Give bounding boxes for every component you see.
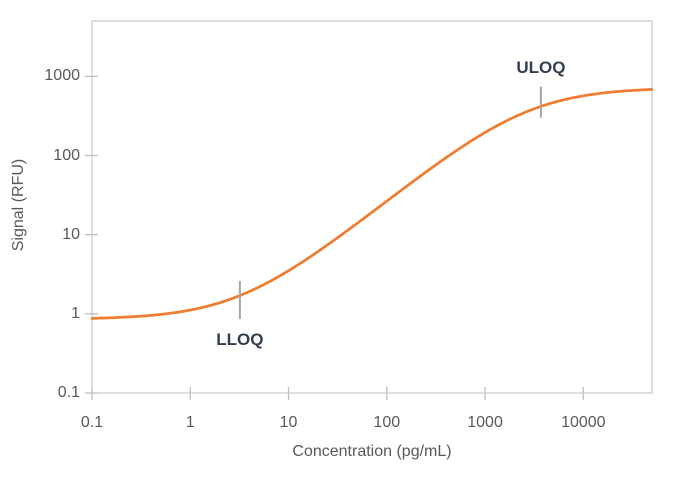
x-tick-label: 10 [279, 414, 298, 431]
y-tick-label: 1 [71, 304, 80, 322]
y-tick-label: 1000 [44, 67, 80, 85]
axis-tick-marks [85, 75, 584, 400]
y-tick-label: 100 [53, 146, 80, 164]
lloq-label: LLOQ [216, 330, 264, 350]
uloq-label: ULOQ [516, 58, 566, 78]
x-tick-label: 0.1 [80, 414, 104, 431]
y-axis-title: Signal (RFU) [10, 158, 27, 252]
x-tick-label: 1 [185, 414, 195, 431]
loq-marker-lines [238, 86, 542, 320]
x-axis-title: Concentration (pg/mL) [292, 443, 452, 460]
plot-border [91, 20, 653, 394]
y-tick-label: 0.1 [57, 384, 80, 401]
x-tick-label: 10000 [561, 414, 606, 431]
x-tick-label: 100 [373, 414, 401, 431]
x-tick-label: 1000 [467, 414, 503, 431]
signal-curve [90, 88, 654, 320]
y-tick-label: 10 [62, 225, 80, 243]
